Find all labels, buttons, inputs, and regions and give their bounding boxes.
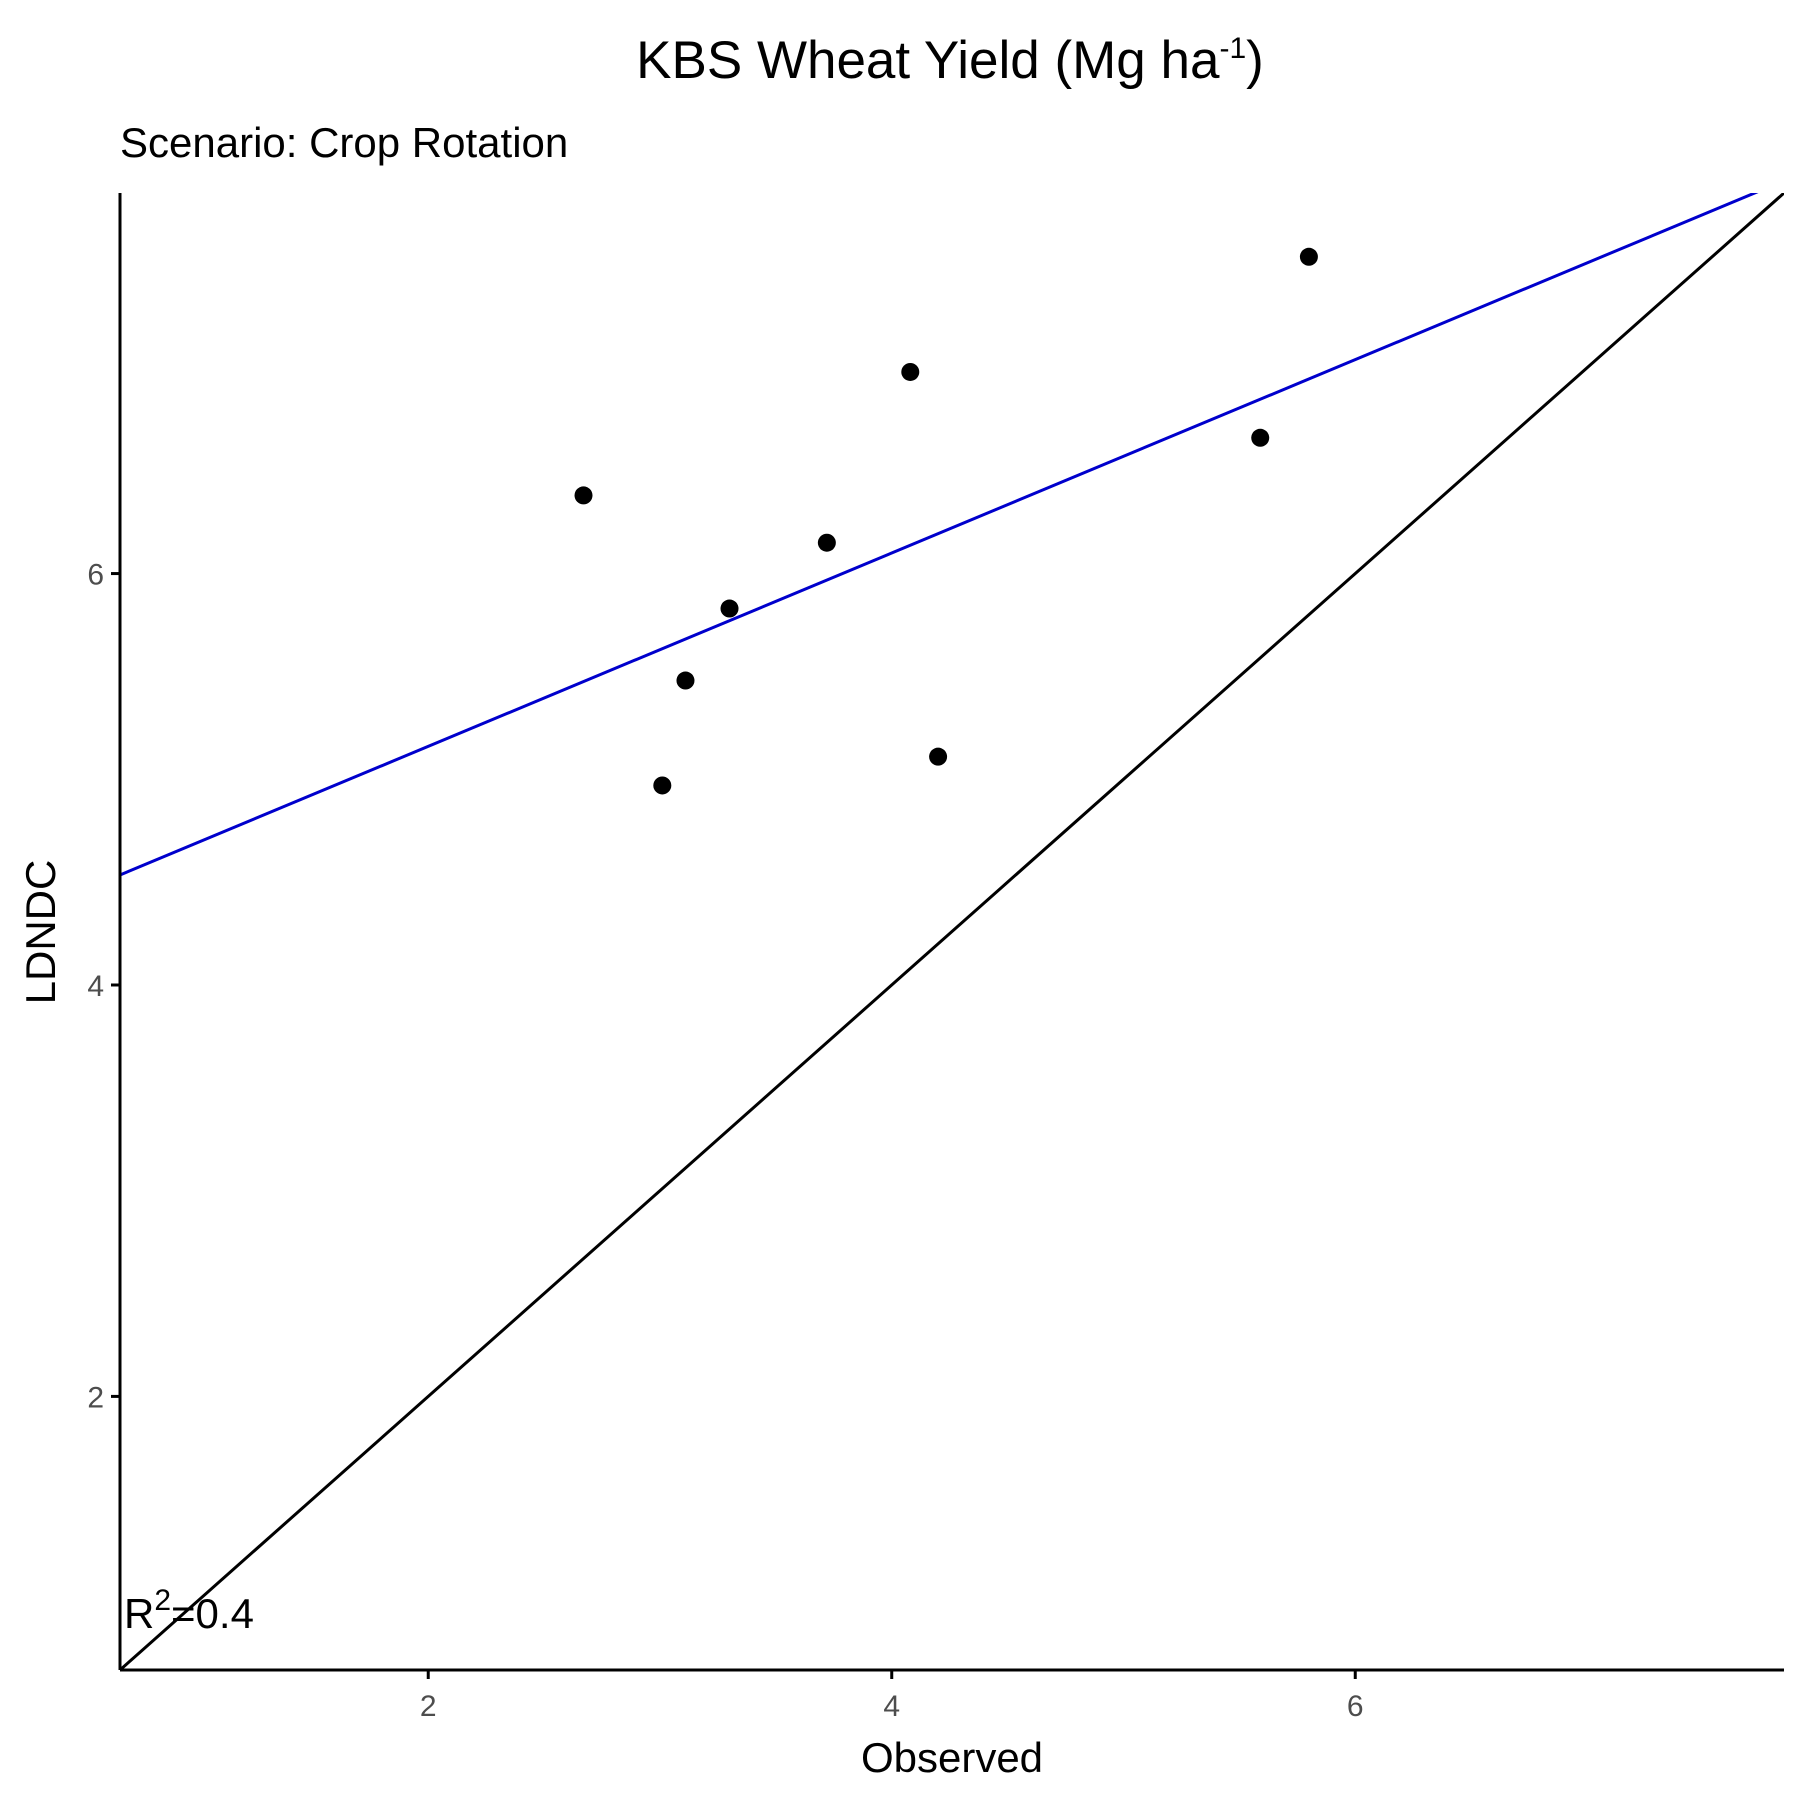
data-point bbox=[901, 362, 920, 381]
regression-fit-line bbox=[120, 193, 1759, 877]
y-tick-label: 4 bbox=[87, 970, 104, 1003]
data-point bbox=[653, 776, 672, 795]
data-point bbox=[817, 533, 836, 552]
title-superscript: -1 bbox=[1219, 32, 1246, 65]
x-tick-label: 6 bbox=[1347, 1690, 1364, 1723]
chart-subtitle: Scenario: Crop Rotation bbox=[120, 119, 568, 166]
data-point bbox=[720, 599, 739, 618]
data-point bbox=[676, 671, 695, 690]
data-point bbox=[1251, 428, 1270, 447]
y-axis-title: LDNDC bbox=[17, 860, 64, 1005]
x-tick-label: 4 bbox=[883, 1690, 900, 1723]
r-squared-annotation: R2=0.4 bbox=[124, 1584, 254, 1637]
data-point bbox=[574, 486, 593, 505]
y-axis-ticks: 2 4 6 bbox=[87, 559, 120, 1414]
data-point bbox=[929, 747, 948, 766]
y-tick-label: 2 bbox=[87, 1381, 104, 1414]
x-axis-title: Observed bbox=[861, 1734, 1043, 1781]
plot-panel bbox=[120, 193, 1784, 1670]
y-tick-label: 6 bbox=[87, 559, 104, 592]
data-point bbox=[1299, 247, 1318, 266]
identity-line bbox=[120, 193, 1784, 1670]
chart-title: KBS Wheat Yield (Mg ha-1) bbox=[636, 31, 1264, 90]
x-tick-label: 2 bbox=[420, 1690, 437, 1723]
x-axis-ticks: 2 4 6 bbox=[420, 1670, 1364, 1723]
data-points bbox=[574, 247, 1318, 795]
